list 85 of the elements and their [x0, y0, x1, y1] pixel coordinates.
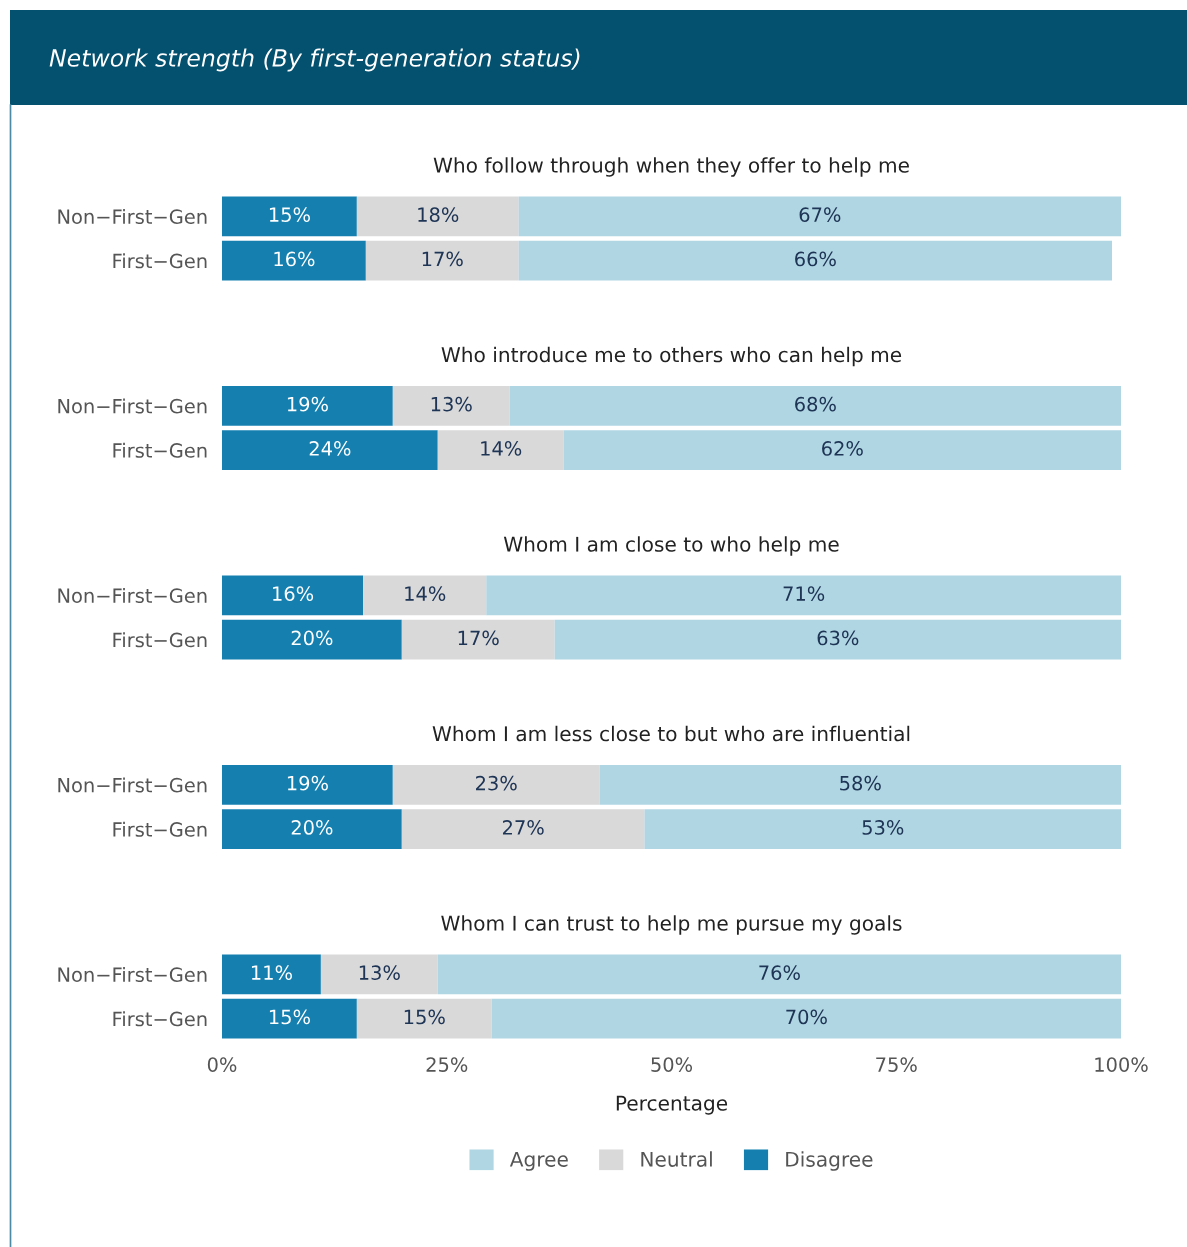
- data-label: 76%: [759, 965, 800, 980]
- data-label: 24%: [309, 441, 351, 456]
- chart-subtitle: Whom I can trust to help me pursue my goals: [441, 915, 902, 935]
- x-tick-label: 100%: [1095, 1057, 1148, 1072]
- data-label: 63%: [817, 630, 859, 646]
- bar: [356, 998, 492, 1039]
- y-tick-label: Non−First−Gen: [58, 966, 207, 983]
- data-label: 67%: [799, 207, 841, 222]
- data-label: 15%: [404, 1009, 445, 1025]
- bar: [401, 809, 645, 850]
- data-label: 27%: [502, 820, 544, 835]
- bar: [365, 240, 519, 281]
- bar: [563, 430, 1121, 471]
- bar: [222, 809, 402, 850]
- y-tick-label: First−Gen: [113, 821, 207, 837]
- x-tick-label: 0%: [207, 1057, 237, 1072]
- bar: [392, 764, 600, 805]
- bar: [222, 764, 393, 805]
- data-label: 15%: [269, 207, 310, 222]
- chart-subtitle: Who follow through when they offer to help me: [433, 157, 909, 177]
- bar: [222, 385, 393, 426]
- data-label: 23%: [476, 775, 517, 791]
- data-label: 20%: [291, 630, 333, 646]
- bar: [491, 998, 1121, 1039]
- legend-label: Neutral: [641, 1151, 712, 1167]
- chart-title: Network strength (By first-generation status): [49, 48, 580, 72]
- data-label: 16%: [274, 251, 315, 267]
- chart-subtitle: Whom I am close to who help me: [503, 536, 839, 556]
- bar: [392, 385, 510, 426]
- data-label: 11%: [251, 965, 292, 980]
- data-label: 19%: [287, 775, 328, 791]
- bar: [222, 954, 321, 995]
- bar: [222, 430, 438, 471]
- x-tick-label: 25%: [426, 1057, 468, 1072]
- bar: [437, 430, 564, 471]
- data-label: 53%: [862, 820, 904, 835]
- data-label: 15%: [269, 1009, 310, 1025]
- chart-subtitle: Whom I am less close to but who are influential: [432, 725, 910, 742]
- y-tick-label: First−Gen: [113, 632, 207, 648]
- data-label: 17%: [458, 630, 499, 646]
- y-tick-label: First−Gen: [113, 442, 207, 458]
- y-tick-label: Non−First−Gen: [58, 587, 207, 604]
- bar: [518, 240, 1113, 281]
- chart-subtitle: Who introduce me to others who can help me: [441, 346, 902, 367]
- x-tick-label: 75%: [876, 1057, 917, 1072]
- data-label: 14%: [481, 441, 522, 456]
- data-label: 66%: [795, 251, 836, 267]
- y-tick-label: First−Gen: [113, 1011, 207, 1027]
- y-tick-label: Non−First−Gen: [58, 398, 207, 414]
- bar: [363, 575, 487, 616]
- bar: [554, 619, 1121, 660]
- bar: [222, 619, 402, 660]
- bar: [486, 575, 1121, 616]
- data-label: 14%: [405, 586, 446, 601]
- x-axis-title: Percentage: [616, 1095, 728, 1115]
- bar: [222, 575, 364, 616]
- data-label: 58%: [840, 775, 881, 791]
- data-label: 13%: [431, 396, 472, 412]
- bar: [222, 240, 366, 281]
- data-label: 70%: [786, 1009, 827, 1025]
- bar: [356, 196, 519, 237]
- data-label: 68%: [795, 396, 836, 412]
- bar: [401, 619, 555, 660]
- bar: [644, 809, 1121, 850]
- data-label: 16%: [273, 586, 314, 601]
- bar: [437, 954, 1121, 995]
- bar: [509, 385, 1121, 426]
- data-label: 19%: [287, 396, 328, 412]
- bar: [222, 196, 357, 237]
- bar: [518, 196, 1121, 237]
- legend-label: Disagree: [786, 1151, 873, 1171]
- data-label: 18%: [418, 207, 459, 222]
- bar: [320, 954, 438, 995]
- bar: [599, 764, 1121, 805]
- y-tick-label: Non−First−Gen: [58, 777, 207, 793]
- data-label: 71%: [783, 586, 825, 601]
- data-label: 62%: [822, 441, 863, 456]
- x-tick-label: 50%: [651, 1057, 693, 1072]
- data-label: 13%: [359, 965, 400, 980]
- y-tick-label: First−Gen: [113, 253, 207, 269]
- data-label: 17%: [422, 251, 463, 267]
- legend-label: Agree: [509, 1151, 568, 1171]
- data-label: 20%: [291, 820, 333, 835]
- y-tick-label: Non−First−Gen: [58, 208, 207, 225]
- bar: [222, 998, 357, 1039]
